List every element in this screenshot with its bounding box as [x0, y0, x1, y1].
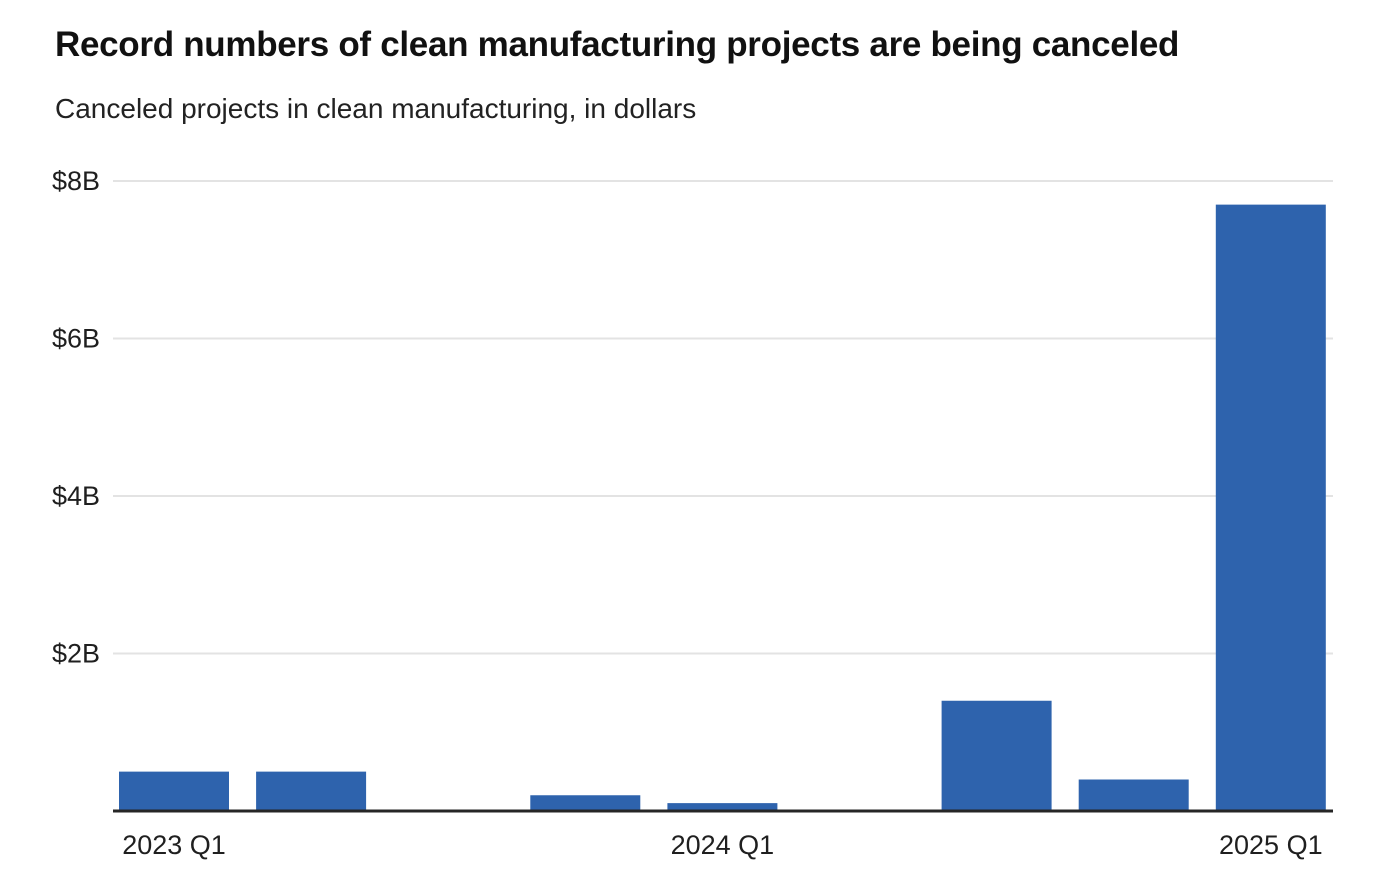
x-tick-label: 2025 Q1 [1219, 830, 1323, 860]
bar-2023-q1 [119, 771, 229, 811]
bar-2024-q4 [1078, 779, 1189, 811]
y-tick-label: $4B [52, 481, 100, 511]
bar-2023-q2 [256, 771, 367, 811]
chart-subtitle: Canceled projects in clean manufacturing… [55, 93, 697, 124]
x-tick-label: 2024 Q1 [671, 830, 775, 860]
x-tick-label: 2023 Q1 [122, 830, 226, 860]
chart-title: Record numbers of clean manufacturing pr… [55, 25, 1180, 64]
bar-2025-q1 [1215, 204, 1326, 811]
bar-2023-q4 [530, 795, 641, 811]
y-tick-label: $2B [52, 639, 100, 669]
y-tick-label: $6B [52, 324, 100, 354]
bar-2024-q3 [941, 700, 1052, 811]
bar-2024-q1 [667, 803, 778, 811]
y-tick-label: $8B [52, 166, 100, 196]
